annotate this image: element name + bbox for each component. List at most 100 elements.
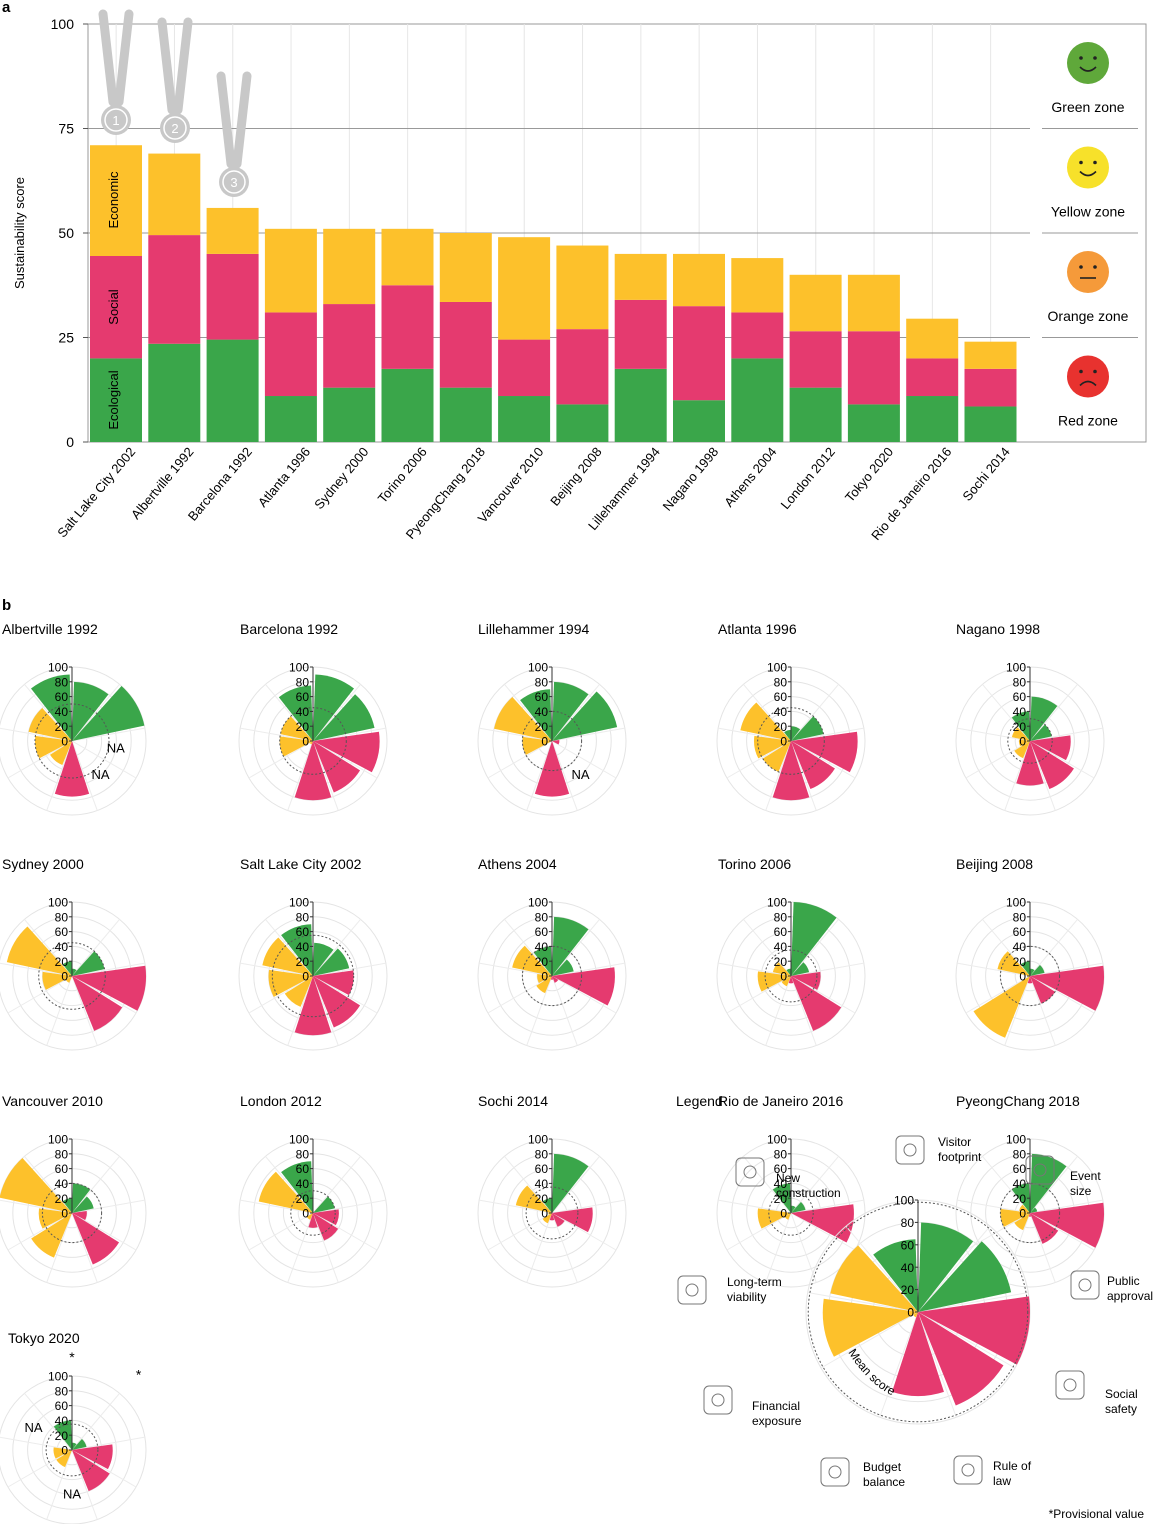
radial-tick-label: 20	[535, 1192, 549, 1206]
icon-mark	[961, 1463, 975, 1477]
icon-mark	[743, 1165, 757, 1179]
radial-tick-label: 100	[48, 1370, 68, 1384]
face-mouth	[1079, 66, 1097, 72]
polar-spoke	[7, 975, 73, 1014]
polar-spoke	[265, 1155, 314, 1214]
polar-bar-economic	[494, 697, 552, 741]
polar-bar-economic	[284, 976, 313, 1007]
face-eye	[1093, 160, 1097, 165]
polar-bar-ecological	[873, 1239, 918, 1312]
polar-bar-economic	[997, 951, 1030, 976]
radial-tick-label: 80	[55, 675, 69, 689]
polar-bar-ecological	[533, 946, 552, 976]
radial-tick-label: 60	[55, 925, 69, 939]
polar-spoke	[312, 1155, 361, 1214]
polar-bar-social	[313, 1213, 339, 1241]
polar-spoke	[790, 918, 839, 977]
bar-economic	[789, 274, 842, 332]
polar-title: Rio de Janeiro 2016	[718, 1093, 844, 1109]
polar-spoke	[71, 1392, 120, 1451]
polar-bar-ecological	[313, 948, 350, 976]
polar-spoke	[718, 727, 792, 742]
polar-bar-social	[534, 741, 570, 797]
bar-ecological	[323, 387, 376, 442]
bar-economic	[731, 258, 784, 313]
bar-ecological	[148, 343, 201, 442]
polar-bar-ecological	[72, 1442, 77, 1450]
face-icon	[1067, 355, 1109, 398]
polar-spoke	[71, 1449, 137, 1488]
polar-spoke	[312, 975, 378, 1014]
mean-circle	[34, 703, 110, 779]
polar-spoke	[46, 1449, 73, 1520]
bar-social	[381, 285, 434, 369]
polar-bar-social	[918, 1312, 1004, 1406]
bar-economic	[673, 253, 725, 307]
radial-tick-label: 100	[1006, 896, 1026, 910]
polar-bar-ecological	[918, 1222, 974, 1312]
polar-spoke	[265, 918, 314, 977]
radial-tick-label: 0	[302, 735, 309, 749]
polar-spoke	[790, 683, 839, 742]
polar-spoke	[551, 1155, 600, 1214]
polar-spoke	[7, 1212, 73, 1251]
polar-bar-economic	[42, 971, 72, 990]
na-label: NA	[63, 1486, 81, 1501]
polar-bar-economic	[784, 1213, 791, 1220]
polar-spoke	[551, 740, 578, 811]
polar-bar-ecological	[281, 1161, 313, 1213]
radial-tick-label: 20	[535, 720, 549, 734]
polar-bar-ecological	[72, 951, 105, 976]
na-label: NA	[92, 767, 110, 782]
polar-bar-economic	[1011, 727, 1030, 741]
mean-circle	[1007, 718, 1053, 764]
polar-title: Torino 2006	[718, 856, 791, 872]
medal-ring	[163, 116, 187, 140]
polar-bar-economic	[1014, 741, 1030, 759]
polar-spoke	[982, 683, 1031, 742]
polar-spoke	[24, 918, 73, 977]
bar-social	[439, 301, 492, 388]
indicator-label: size	[1070, 1184, 1092, 1198]
polar-spoke	[265, 683, 314, 742]
polar-bar-social	[550, 976, 554, 980]
radial-tick-label: 0	[780, 970, 787, 984]
polar-spoke	[790, 740, 817, 811]
polar-spoke	[1029, 975, 1056, 1046]
medal-rank: 3	[230, 175, 237, 190]
icon-mark	[1063, 1378, 1077, 1392]
icon-mark	[1078, 1278, 1092, 1292]
polar-bar-social	[313, 1209, 339, 1226]
polar-spoke	[526, 740, 553, 811]
polar-bar-ecological	[72, 686, 145, 741]
polar-bar-social	[552, 1207, 593, 1233]
stack-label: Economic	[106, 171, 121, 229]
radial-tick-label: 60	[535, 1162, 549, 1176]
polar-bar-economic	[268, 969, 313, 997]
indicator-label: construction	[776, 1186, 841, 1200]
polar-bar-ecological	[1030, 968, 1035, 976]
indicator-label: Financial	[752, 1399, 800, 1413]
crane-icon	[735, 1157, 765, 1187]
polar-spoke	[504, 683, 553, 742]
medal-icon: 1	[98, 9, 134, 135]
radial-tick-label: 100	[48, 1133, 68, 1147]
polar-spoke	[1029, 975, 1095, 1014]
bar-ecological	[556, 404, 609, 442]
y-tick-label: 25	[58, 330, 74, 346]
radial-tick-label: 60	[296, 1162, 310, 1176]
polar-spoke	[312, 975, 339, 1046]
bar-social	[206, 253, 259, 340]
polar-spoke	[551, 962, 625, 977]
bar-ecological	[206, 339, 259, 442]
face-icon	[1067, 42, 1109, 84]
polar-bar-economic	[1019, 1204, 1030, 1213]
polar-spoke	[551, 1212, 617, 1251]
polar-bar-economic	[781, 976, 791, 987]
bar-economic	[439, 233, 492, 302]
money-icon	[703, 1385, 733, 1415]
radial-tick-label: 40	[535, 940, 549, 954]
